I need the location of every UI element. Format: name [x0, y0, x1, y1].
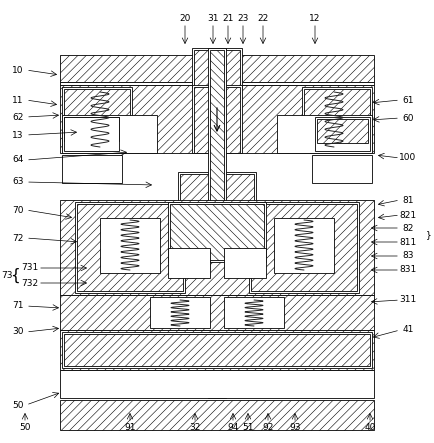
Bar [224, 297, 284, 328]
Text: 82: 82 [402, 224, 414, 233]
Bar [60, 85, 374, 153]
Text: } 80: } 80 [426, 230, 434, 240]
Bar [194, 50, 240, 88]
Bar [60, 400, 374, 430]
Bar [64, 117, 119, 141]
Text: 821: 821 [399, 210, 417, 219]
Text: 91: 91 [124, 424, 136, 432]
Text: 732: 732 [21, 279, 39, 288]
Bar [75, 202, 185, 293]
Bar [210, 50, 224, 396]
Text: 41: 41 [402, 326, 414, 334]
Bar [315, 117, 370, 151]
Text: 70: 70 [12, 206, 24, 214]
Bar [208, 48, 226, 398]
Bar [304, 89, 370, 149]
Text: 83: 83 [402, 252, 414, 260]
Text: 51: 51 [242, 424, 254, 432]
Text: 100: 100 [399, 154, 417, 163]
Bar [178, 172, 256, 205]
Bar [60, 370, 374, 398]
Bar [302, 87, 372, 151]
Text: 63: 63 [12, 178, 24, 187]
Bar [60, 330, 374, 370]
Text: 73: 73 [1, 271, 13, 280]
Text: 72: 72 [12, 233, 24, 242]
Text: 31: 31 [207, 13, 219, 23]
Text: 731: 731 [21, 264, 39, 272]
Text: 32: 32 [189, 424, 201, 432]
Text: {: { [10, 268, 20, 283]
Text: 61: 61 [402, 96, 414, 105]
Text: 21: 21 [222, 13, 233, 23]
Text: 12: 12 [309, 13, 321, 23]
Text: 71: 71 [12, 302, 24, 311]
Bar [60, 295, 374, 330]
Text: 11: 11 [12, 96, 24, 105]
Text: 13: 13 [12, 131, 24, 140]
Bar [64, 89, 130, 149]
Text: 50: 50 [19, 424, 31, 432]
Text: 811: 811 [399, 237, 417, 246]
Text: 62: 62 [12, 113, 24, 121]
Text: 40: 40 [364, 424, 376, 432]
Text: 50: 50 [12, 400, 24, 409]
Text: 60: 60 [402, 113, 414, 123]
Bar [64, 334, 370, 366]
Bar [62, 115, 157, 153]
Bar [317, 119, 368, 143]
Bar [62, 87, 132, 151]
Bar [62, 332, 372, 368]
Bar [60, 55, 374, 82]
Bar [251, 204, 357, 291]
Text: 30: 30 [12, 327, 24, 337]
Bar [170, 204, 264, 260]
Bar [150, 297, 210, 328]
Bar [249, 202, 359, 293]
Bar [60, 82, 374, 85]
Bar [194, 87, 240, 153]
Bar [192, 85, 242, 153]
Text: 10: 10 [12, 66, 24, 74]
Bar [62, 155, 122, 183]
Text: 93: 93 [289, 424, 301, 432]
Bar [100, 218, 160, 273]
Bar [64, 117, 119, 151]
Bar [77, 204, 183, 291]
Text: 64: 64 [12, 155, 24, 164]
Text: 92: 92 [262, 424, 274, 432]
Text: 311: 311 [399, 295, 417, 304]
Bar [168, 202, 266, 262]
Text: 81: 81 [402, 195, 414, 205]
Text: 20: 20 [179, 13, 191, 23]
Bar [60, 200, 374, 295]
Text: 23: 23 [237, 13, 249, 23]
Text: 831: 831 [399, 265, 417, 275]
Text: 22: 22 [257, 13, 269, 23]
Bar [180, 174, 254, 203]
Bar [168, 248, 210, 278]
Bar [312, 155, 372, 183]
Bar [192, 48, 242, 88]
Bar [224, 248, 266, 278]
Bar [277, 115, 372, 153]
Text: 94: 94 [227, 424, 239, 432]
Bar [274, 218, 334, 273]
